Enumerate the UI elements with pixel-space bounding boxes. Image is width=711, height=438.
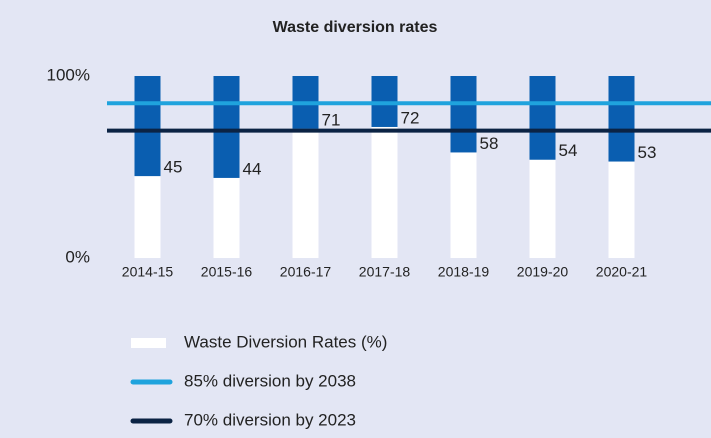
x-tick-label: 2015-16 bbox=[201, 264, 253, 280]
bar-segment bbox=[608, 76, 635, 162]
bar-segment bbox=[134, 76, 161, 177]
legend-label: 70% diversion by 2023 bbox=[184, 410, 356, 429]
bar-segment bbox=[608, 161, 635, 258]
x-tick-label: 2019-20 bbox=[517, 264, 569, 280]
x-tick-label: 2020-21 bbox=[596, 264, 648, 280]
x-tick-label: 2018-19 bbox=[438, 264, 490, 280]
x-tick-label: 2016-17 bbox=[280, 264, 332, 280]
data-label: 71 bbox=[322, 110, 341, 129]
bar-segment bbox=[213, 177, 240, 258]
bar-segment bbox=[134, 176, 161, 258]
x-tick-label: 2017-18 bbox=[359, 264, 411, 280]
bar-segment bbox=[529, 76, 556, 160]
bar-segment bbox=[450, 76, 477, 153]
bar-segment bbox=[292, 128, 319, 258]
data-label: 58 bbox=[480, 134, 499, 153]
bar-segment bbox=[371, 126, 398, 259]
y-tick-label: 0% bbox=[65, 247, 90, 266]
data-label: 45 bbox=[164, 158, 183, 177]
y-tick-label: 100% bbox=[47, 65, 90, 84]
legend-label: 85% diversion by 2038 bbox=[184, 371, 356, 390]
x-tick-label: 2014-15 bbox=[122, 264, 174, 280]
data-label: 54 bbox=[559, 141, 578, 160]
bar-segment bbox=[213, 76, 240, 178]
data-label: 72 bbox=[401, 108, 420, 127]
legend-swatch bbox=[131, 338, 166, 348]
legend-label: Waste Diversion Rates (%) bbox=[184, 332, 387, 351]
data-label: 53 bbox=[638, 143, 657, 162]
bar-segment bbox=[450, 152, 477, 258]
bar-segment bbox=[529, 159, 556, 258]
chart-title: Waste diversion rates bbox=[273, 19, 438, 36]
data-label: 44 bbox=[243, 159, 262, 178]
